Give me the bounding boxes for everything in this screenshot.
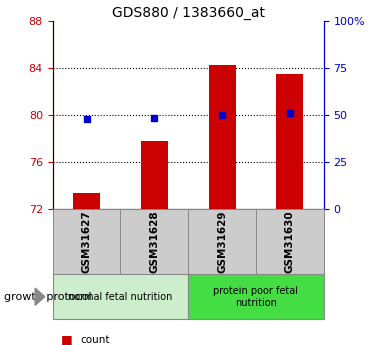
FancyBboxPatch shape — [256, 209, 324, 274]
Bar — [276, 73, 303, 209]
Bar — [73, 194, 100, 209]
Text: protein poor fetal
nutrition: protein poor fetal nutrition — [213, 286, 298, 307]
FancyBboxPatch shape — [188, 274, 324, 319]
Text: ■: ■ — [60, 333, 72, 345]
FancyBboxPatch shape — [53, 274, 188, 319]
Text: normal fetal nutrition: normal fetal nutrition — [68, 292, 173, 302]
Title: GDS880 / 1383660_at: GDS880 / 1383660_at — [112, 6, 265, 20]
FancyBboxPatch shape — [188, 209, 256, 274]
Bar — [141, 140, 168, 209]
Text: GSM31628: GSM31628 — [149, 210, 159, 273]
Text: count: count — [80, 335, 110, 345]
Text: GSM31630: GSM31630 — [285, 210, 295, 273]
Text: growth protocol: growth protocol — [4, 292, 92, 302]
Text: GSM31627: GSM31627 — [82, 210, 92, 273]
Bar — [209, 65, 236, 209]
FancyBboxPatch shape — [121, 209, 188, 274]
Text: GSM31629: GSM31629 — [217, 210, 227, 273]
FancyBboxPatch shape — [53, 209, 121, 274]
